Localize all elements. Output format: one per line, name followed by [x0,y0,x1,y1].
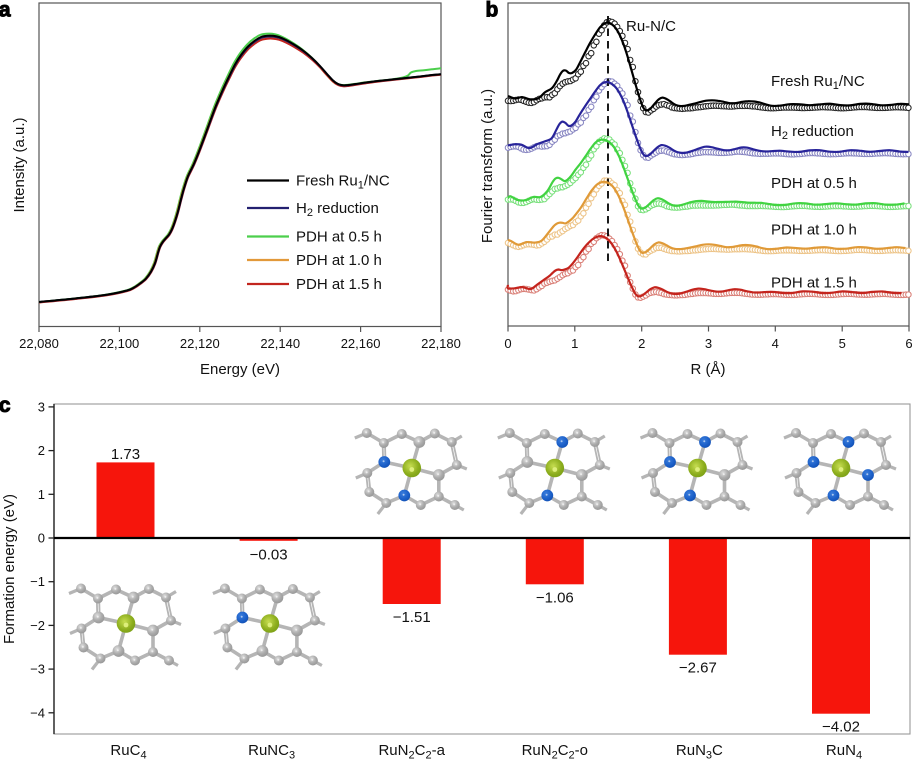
svg-text:a: a [0,0,11,22]
svg-text:Formation energy (eV): Formation energy (eV) [1,494,18,644]
svg-text:Fresh Ru1/NC: Fresh Ru1/NC [296,173,390,192]
svg-text:Intensity (a.u.): Intensity (a.u.) [11,117,28,212]
svg-text:R (Å): R (Å) [691,361,726,378]
svg-text:2: 2 [638,336,645,351]
svg-text:PDH at 0.5 h: PDH at 0.5 h [296,229,382,246]
svg-text:RuNC3: RuNC3 [248,742,295,761]
svg-text:22,100: 22,100 [100,336,140,351]
svg-text:3: 3 [705,336,712,351]
svg-text:6: 6 [905,336,912,351]
svg-text:RuC4: RuC4 [110,742,146,761]
svg-text:−1.06: −1.06 [536,589,574,606]
svg-text:1: 1 [571,336,578,351]
svg-text:1.73: 1.73 [111,446,140,463]
svg-text:3: 3 [38,399,45,414]
svg-text:PDH at 1.0 h: PDH at 1.0 h [771,222,857,239]
svg-text:H2 reduction: H2 reduction [296,200,379,219]
svg-text:5: 5 [839,336,846,351]
svg-text:−0.03: −0.03 [250,546,288,563]
svg-text:2: 2 [38,443,45,458]
svg-text:−4.02: −4.02 [822,719,860,736]
svg-text:RuN3C: RuN3C [676,742,723,761]
svg-text:0: 0 [504,336,511,351]
svg-text:−2.67: −2.67 [679,660,717,677]
svg-text:22,140: 22,140 [260,336,300,351]
svg-text:−3: −3 [30,662,45,677]
svg-text:Ru-N/C: Ru-N/C [626,18,676,35]
svg-text:b: b [486,0,499,22]
svg-text:−4: −4 [30,705,45,720]
svg-text:Fresh Ru1/NC: Fresh Ru1/NC [771,73,865,92]
svg-text:RuN4: RuN4 [826,742,862,761]
svg-text:22,120: 22,120 [180,336,220,351]
svg-text:22,180: 22,180 [421,336,461,351]
svg-text:PDH at 1.5 h: PDH at 1.5 h [296,276,382,293]
svg-text:0: 0 [38,531,45,546]
svg-text:22,160: 22,160 [341,336,381,351]
svg-text:22,080: 22,080 [19,336,59,351]
svg-text:−1.51: −1.51 [393,609,431,626]
svg-text:H2 reduction: H2 reduction [771,123,854,142]
svg-text:c: c [0,394,11,417]
svg-text:−1: −1 [30,574,45,589]
svg-text:PDH at 1.5 h: PDH at 1.5 h [771,275,857,292]
svg-text:PDH at 0.5 h: PDH at 0.5 h [771,175,857,192]
svg-text:−2: −2 [30,618,45,633]
svg-text:PDH at 1.0 h: PDH at 1.0 h [296,252,382,269]
svg-text:Fourier transform (a.u.): Fourier transform (a.u.) [479,89,496,243]
svg-text:4: 4 [772,336,779,351]
svg-text:1: 1 [38,487,45,502]
svg-text:Energy (eV): Energy (eV) [200,361,280,378]
